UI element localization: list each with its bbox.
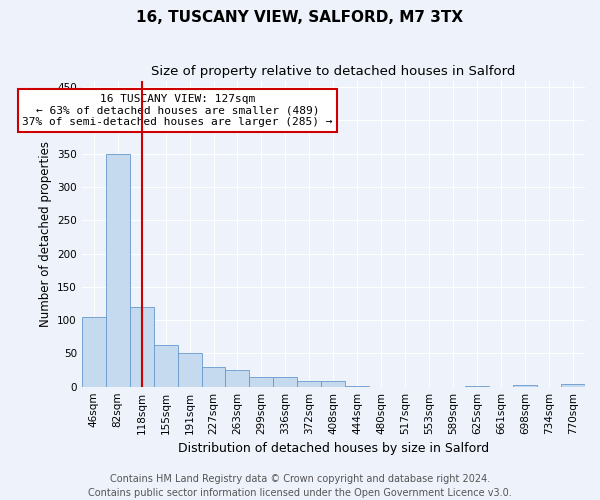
Y-axis label: Number of detached properties: Number of detached properties — [38, 140, 52, 326]
Bar — [322, 380, 346, 386]
X-axis label: Distribution of detached houses by size in Salford: Distribution of detached houses by size … — [178, 442, 489, 455]
Text: 16, TUSCANY VIEW, SALFORD, M7 3TX: 16, TUSCANY VIEW, SALFORD, M7 3TX — [136, 10, 464, 25]
Bar — [250, 378, 274, 386]
Text: 16 TUSCANY VIEW: 127sqm
← 63% of detached houses are smaller (489)
37% of semi-d: 16 TUSCANY VIEW: 127sqm ← 63% of detache… — [22, 94, 333, 127]
Bar — [178, 354, 202, 386]
Bar — [130, 307, 154, 386]
Text: Contains HM Land Registry data © Crown copyright and database right 2024.
Contai: Contains HM Land Registry data © Crown c… — [88, 474, 512, 498]
Bar — [274, 376, 298, 386]
Bar — [561, 384, 585, 386]
Bar — [82, 317, 106, 386]
Title: Size of property relative to detached houses in Salford: Size of property relative to detached ho… — [151, 65, 515, 78]
Bar — [298, 382, 322, 386]
Bar — [154, 346, 178, 387]
Bar — [106, 154, 130, 386]
Bar — [202, 366, 226, 386]
Bar — [226, 370, 250, 386]
